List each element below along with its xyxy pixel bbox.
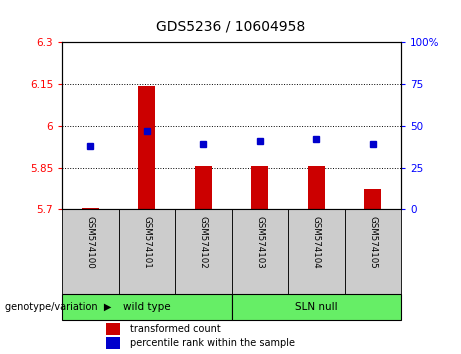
Bar [175, 209, 231, 294]
Text: genotype/variation  ▶: genotype/variation ▶ [5, 302, 111, 312]
Text: GSM574100: GSM574100 [86, 216, 95, 269]
Text: GSM574101: GSM574101 [142, 216, 152, 269]
Bar [62, 209, 118, 294]
Bar [364, 189, 381, 209]
Text: GSM574104: GSM574104 [312, 216, 321, 269]
Bar [288, 209, 344, 294]
Text: GSM574105: GSM574105 [368, 216, 378, 269]
Text: transformed count: transformed count [130, 324, 221, 333]
Bar [231, 294, 401, 320]
Text: GSM574103: GSM574103 [255, 216, 265, 269]
Text: GSM574102: GSM574102 [199, 216, 208, 269]
Bar [106, 323, 120, 335]
Text: wild type: wild type [123, 302, 171, 312]
Text: percentile rank within the sample: percentile rank within the sample [130, 338, 295, 348]
Bar [118, 209, 175, 294]
Bar [231, 209, 288, 294]
Bar [344, 209, 401, 294]
Bar [308, 166, 325, 209]
Text: SLN null: SLN null [295, 302, 337, 312]
Bar [62, 294, 231, 320]
Bar [251, 166, 268, 209]
Bar [82, 208, 99, 209]
Bar [195, 166, 212, 209]
Text: GDS5236 / 10604958: GDS5236 / 10604958 [156, 19, 305, 34]
Bar [106, 337, 120, 349]
Bar [138, 86, 155, 209]
